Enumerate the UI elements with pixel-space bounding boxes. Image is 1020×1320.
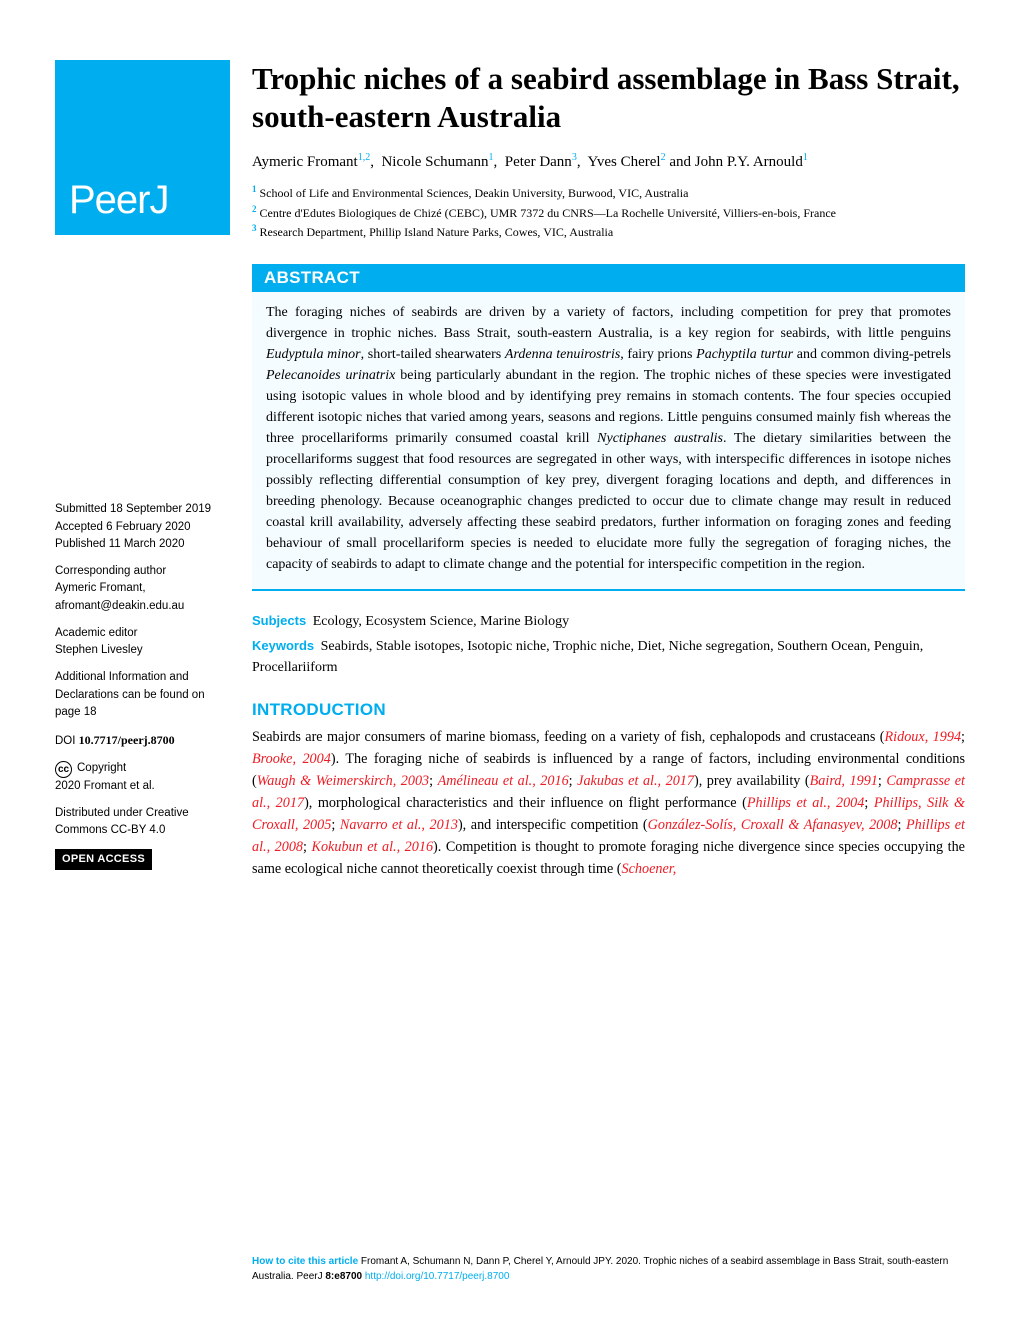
published-label: Published bbox=[55, 538, 106, 550]
journal-logo: PeerJ bbox=[55, 60, 230, 235]
citation-footer: How to cite this article Fromant A, Schu… bbox=[252, 1255, 965, 1284]
sidebar-corresponding: Corresponding author Aymeric Fromant, af… bbox=[55, 563, 230, 615]
intro-heading: INTRODUCTION bbox=[252, 700, 965, 720]
corresponding-label: Corresponding author bbox=[55, 565, 166, 577]
published-value: 11 March 2020 bbox=[109, 538, 185, 550]
copyright-holder: 2020 Fromant et al. bbox=[55, 780, 155, 792]
howcite-label: How to cite this article bbox=[252, 1256, 358, 1267]
abstract-text: The foraging niches of seabirds are driv… bbox=[252, 292, 965, 591]
affiliation-row: 1 School of Life and Environmental Scien… bbox=[252, 183, 965, 203]
intro-text: Seabirds are major consumers of marine b… bbox=[252, 726, 965, 880]
sidebar-copyright: cc Copyright 2020 Fromant et al. bbox=[55, 760, 230, 795]
subjects-value: Ecology, Ecosystem Science, Marine Biolo… bbox=[313, 614, 569, 629]
accepted-value: 6 February 2020 bbox=[106, 521, 190, 533]
editor-name: Stephen Livesley bbox=[55, 644, 143, 656]
keywords-label: Keywords bbox=[252, 638, 314, 653]
accepted-label: Accepted bbox=[55, 521, 103, 533]
submitted-label: Submitted bbox=[55, 503, 107, 515]
subjects-label: Subjects bbox=[252, 613, 306, 628]
affiliation-row: 2 Centre d'Edutes Biologiques de Chizé (… bbox=[252, 203, 965, 223]
citation-volume: 8:e8700 bbox=[325, 1271, 362, 1282]
cc-icon: cc bbox=[55, 761, 72, 778]
abstract-heading: ABSTRACT bbox=[252, 264, 965, 292]
author-list: Aymeric Fromant1,2, Nicole Schumann1, Pe… bbox=[252, 150, 965, 174]
article-title: Trophic niches of a seabird assemblage i… bbox=[252, 60, 965, 136]
keywords-row: Keywords Seabirds, Stable isotopes, Isot… bbox=[252, 636, 965, 678]
corresponding-email: afromant@deakin.edu.au bbox=[55, 600, 184, 612]
corresponding-name: Aymeric Fromant, bbox=[55, 582, 146, 594]
sidebar-additional-info: Additional Information and Declarations … bbox=[55, 669, 230, 721]
editor-label: Academic editor bbox=[55, 627, 137, 639]
affiliations: 1 School of Life and Environmental Scien… bbox=[252, 183, 965, 242]
citation-doi-link[interactable]: http://doi.org/10.7717/peerj.8700 bbox=[365, 1271, 510, 1282]
open-access-badge: OPEN ACCESS bbox=[55, 849, 152, 870]
subjects-row: Subjects Ecology, Ecosystem Science, Mar… bbox=[252, 611, 965, 632]
journal-logo-text: PeerJ bbox=[69, 178, 169, 223]
sidebar-open-access: OPEN ACCESS bbox=[55, 849, 230, 870]
sidebar-doi: DOI 10.7717/peerj.8700 bbox=[55, 731, 230, 750]
submitted-value: 18 September 2019 bbox=[110, 503, 211, 515]
sidebar-dates: Submitted 18 September 2019 Accepted 6 F… bbox=[55, 501, 230, 553]
doi-label: DOI bbox=[55, 735, 75, 747]
affiliation-row: 3 Research Department, Phillip Island Na… bbox=[252, 222, 965, 242]
sidebar-editor: Academic editor Stephen Livesley bbox=[55, 625, 230, 660]
article-meta-sidebar: Submitted 18 September 2019 Accepted 6 F… bbox=[55, 501, 230, 880]
sidebar-license: Distributed under Creative Commons CC-BY… bbox=[55, 805, 230, 840]
doi-value[interactable]: 10.7717/peerj.8700 bbox=[79, 733, 175, 747]
copyright-label: Copyright bbox=[77, 760, 126, 777]
keywords-value: Seabirds, Stable isotopes, Isotopic nich… bbox=[252, 639, 923, 675]
